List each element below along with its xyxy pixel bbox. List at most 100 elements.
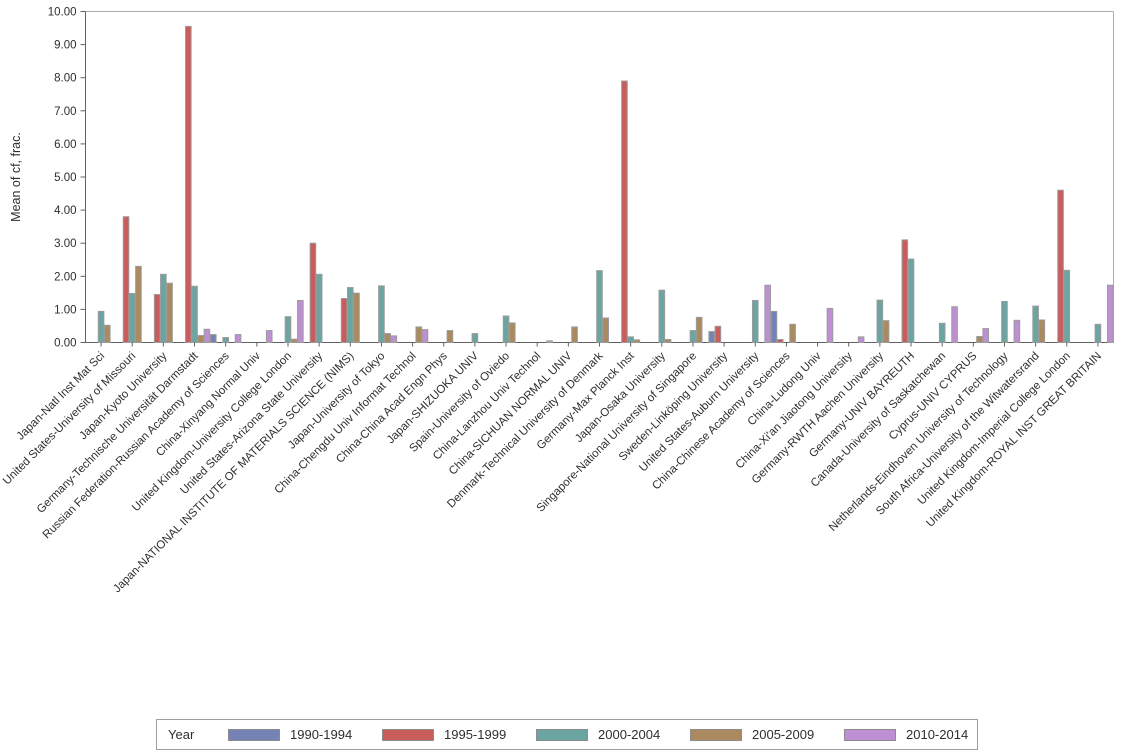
bar-2005-2009 (415, 326, 423, 344)
legend-item: 1995-1999 (382, 727, 507, 742)
bar-2010-2014 (203, 328, 211, 344)
bar-2010-2014 (390, 335, 398, 344)
bar-2000-2004 (907, 258, 915, 343)
y-tick-label: 1.00 (54, 304, 76, 316)
legend: Year 1990-1994 1995-1999 2000-2004 2005-200… (156, 719, 978, 750)
bar-2005-2009 (695, 316, 703, 343)
y-axis-title: Mean of cf, frac. (9, 132, 23, 222)
legend-title-label: Year (168, 727, 195, 742)
bar-2000-2004 (689, 330, 697, 343)
y-tick-label: 2.00 (54, 271, 76, 283)
bar-1990-1994 (209, 334, 217, 343)
bar-2000-2004 (222, 337, 229, 344)
bar-2010-2014 (982, 328, 990, 344)
bar-1995-1999 (153, 294, 161, 343)
bar-2010-2014 (1107, 284, 1114, 343)
bar-2010-2014 (857, 336, 865, 343)
bar-2005-2009 (602, 317, 610, 344)
legend-item: 2010-2014 (844, 727, 969, 742)
legend-label: 1995-1999 (444, 727, 507, 742)
bar-2005-2009 (976, 336, 983, 344)
bar-1995-1999 (309, 242, 317, 343)
bar-2000-2004 (315, 273, 323, 343)
bar-1995-1999 (621, 80, 628, 343)
bar-2000-2004 (191, 285, 198, 344)
bar-2005-2009 (446, 330, 454, 343)
bar-2000-2004 (627, 336, 634, 343)
bar-2005-2009 (882, 320, 890, 343)
bar-1990-1994 (770, 310, 778, 344)
legend-label: 2000-2004 (598, 727, 661, 742)
bar-2000-2004 (502, 315, 510, 343)
bar-2000-2004 (160, 273, 167, 343)
bar-2005-2009 (166, 282, 173, 343)
bar-2010-2014 (826, 307, 834, 344)
bar-2010-2014 (421, 329, 429, 343)
bar-2005-2009 (633, 339, 641, 344)
legend-label: 1990-1994 (290, 727, 353, 742)
bar-1995-1999 (340, 297, 348, 344)
legend-items: 1990-1994 1995-1999 2000-2004 2005-2009 2010… (228, 727, 969, 742)
bar-2000-2004 (378, 285, 385, 343)
bar-2000-2004 (346, 287, 354, 343)
bar-2000-2004 (1001, 300, 1008, 343)
bar-2005-2009 (1038, 319, 1046, 343)
bar-2005-2009 (103, 324, 111, 344)
bar-2005-2009 (571, 326, 578, 344)
bar-2000-2004 (471, 333, 479, 343)
y-tick-label: 5.00 (54, 172, 76, 184)
bar-2005-2009 (290, 338, 298, 344)
bar-2010-2014 (764, 284, 771, 343)
legend-label: 2010-2014 (906, 727, 969, 742)
bar-2010-2014 (546, 340, 553, 344)
bar-2000-2004 (97, 310, 105, 344)
bar-2005-2009 (789, 323, 796, 343)
y-tick-label: 10.00 (48, 7, 77, 19)
bar-2010-2014 (297, 299, 304, 343)
bar-1995-1999 (122, 216, 130, 343)
bar-2000-2004 (284, 316, 292, 343)
bar-2005-2009 (197, 335, 205, 343)
bar-2000-2004 (1094, 323, 1102, 343)
legend-swatch-icon (536, 728, 588, 741)
y-tick-label: 3.00 (54, 238, 76, 250)
bar-1995-1999 (714, 325, 722, 343)
bar-2000-2004 (751, 299, 759, 343)
bar-1995-1999 (185, 25, 192, 343)
legend-swatch-icon (382, 728, 434, 741)
bar-2000-2004 (876, 299, 884, 344)
bar-2005-2009 (508, 322, 516, 344)
bar-1995-1999 (901, 239, 909, 343)
y-tick-label: 6.00 (54, 139, 76, 151)
bar-2000-2004 (1032, 305, 1039, 343)
y-tick-label: 7.00 (54, 106, 76, 118)
y-tick-label: 4.00 (54, 205, 76, 217)
legend-item: 2000-2004 (536, 727, 661, 742)
bar-1990-1994 (708, 331, 716, 343)
bar-2000-2004 (128, 293, 136, 344)
bar-2000-2004 (938, 322, 946, 343)
y-tick-label: 0.00 (54, 338, 76, 350)
bar-2010-2014 (234, 334, 242, 343)
y-tick-label: 9.00 (54, 40, 76, 52)
bar-2005-2009 (664, 339, 672, 343)
bar-1995-1999 (776, 339, 784, 343)
bar-1995-1999 (1057, 189, 1064, 343)
legend-swatch-icon (690, 728, 742, 741)
legend-swatch-icon (228, 728, 280, 741)
bar-2005-2009 (135, 265, 142, 343)
bar-2010-2014 (1013, 319, 1021, 344)
legend-label: 2005-2009 (752, 727, 815, 742)
bar-2000-2004 (596, 270, 603, 344)
bar-2005-2009 (384, 333, 391, 343)
bar-2000-2004 (1063, 269, 1071, 343)
y-tick-label: 8.00 (54, 73, 76, 85)
bar-2010-2014 (951, 306, 958, 343)
legend-swatch-icon (844, 728, 896, 741)
legend-item: 1990-1994 (228, 727, 353, 742)
bar-2005-2009 (353, 292, 360, 343)
legend-item: 2005-2009 (690, 727, 815, 742)
bar-2000-2004 (658, 289, 666, 344)
